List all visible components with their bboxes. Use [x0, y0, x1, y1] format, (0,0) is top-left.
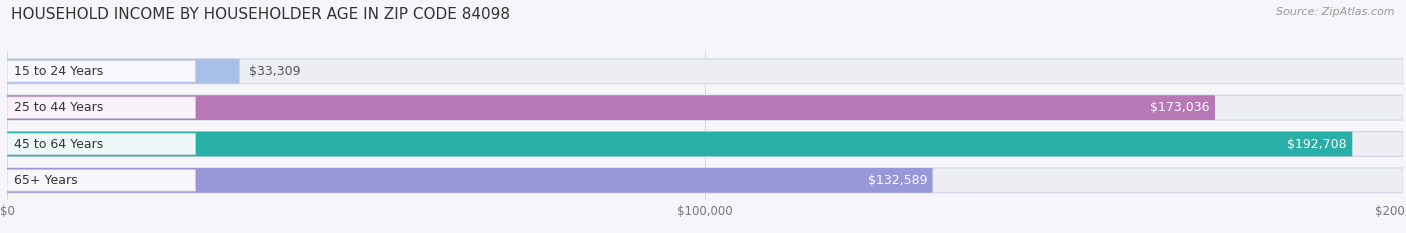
- FancyBboxPatch shape: [7, 132, 1403, 156]
- Text: 65+ Years: 65+ Years: [14, 174, 77, 187]
- FancyBboxPatch shape: [7, 95, 1215, 120]
- Text: HOUSEHOLD INCOME BY HOUSEHOLDER AGE IN ZIP CODE 84098: HOUSEHOLD INCOME BY HOUSEHOLDER AGE IN Z…: [11, 7, 510, 22]
- Text: 45 to 64 Years: 45 to 64 Years: [14, 137, 103, 151]
- Text: 15 to 24 Years: 15 to 24 Years: [14, 65, 103, 78]
- Text: 25 to 44 Years: 25 to 44 Years: [14, 101, 103, 114]
- Text: $192,708: $192,708: [1286, 137, 1347, 151]
- Text: $132,589: $132,589: [868, 174, 927, 187]
- FancyBboxPatch shape: [7, 133, 195, 155]
- FancyBboxPatch shape: [7, 95, 1403, 120]
- Text: Source: ZipAtlas.com: Source: ZipAtlas.com: [1277, 7, 1395, 17]
- FancyBboxPatch shape: [7, 97, 195, 118]
- FancyBboxPatch shape: [7, 61, 195, 82]
- Text: $173,036: $173,036: [1150, 101, 1209, 114]
- FancyBboxPatch shape: [7, 170, 195, 191]
- FancyBboxPatch shape: [7, 132, 1353, 156]
- FancyBboxPatch shape: [7, 59, 1403, 84]
- FancyBboxPatch shape: [7, 168, 1403, 193]
- FancyBboxPatch shape: [7, 168, 932, 193]
- Text: $33,309: $33,309: [249, 65, 301, 78]
- FancyBboxPatch shape: [7, 59, 239, 84]
